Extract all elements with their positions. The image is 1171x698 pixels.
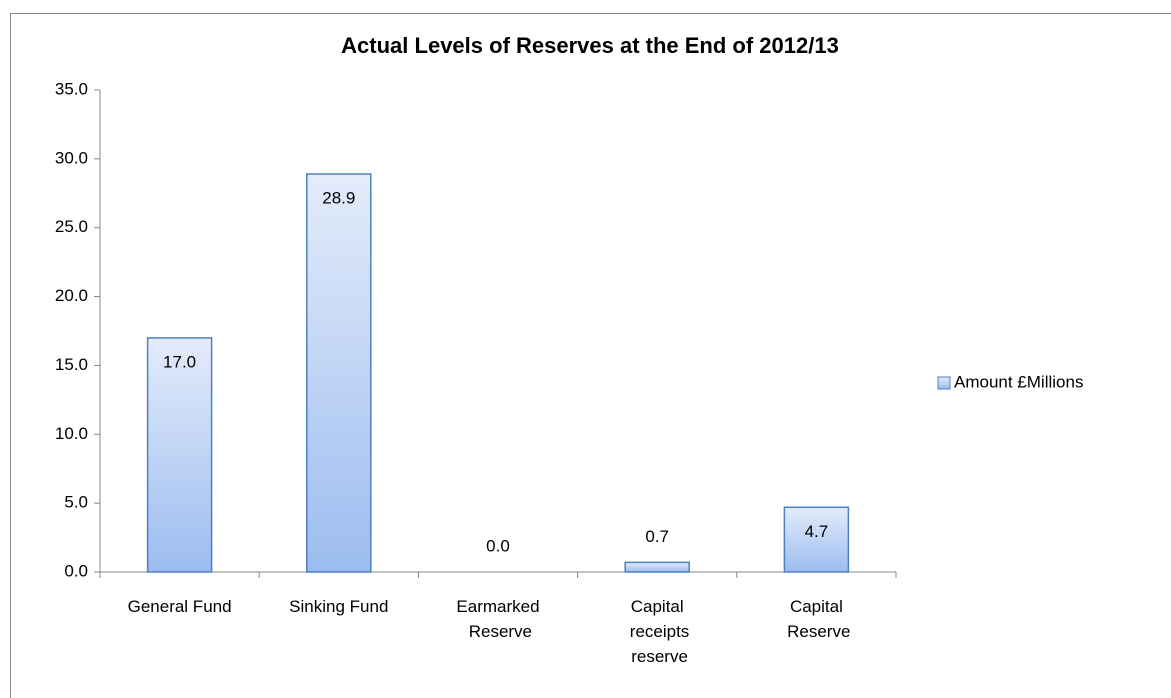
bar [624,561,690,573]
x-tick-label: Capital Reserve [782,597,850,641]
y-tick-label: 35.0 [55,79,88,98]
y-tick-label: 5.0 [64,493,88,512]
chart-title: Actual Levels of Reserves at the End of … [341,33,839,58]
data-label: 0.7 [645,527,669,546]
x-tick-label: General Fund [128,597,232,616]
data-label: 4.7 [805,522,829,541]
bar [783,506,850,573]
bar [306,173,372,573]
data-label: 17.0 [163,352,196,371]
data-label: 0.0 [486,536,510,555]
data-label: 28.9 [322,188,355,207]
x-tick-label: Capital receipts reserve [625,597,689,666]
x-tick-label: Sinking Fund [289,597,388,616]
y-tick-label: 15.0 [55,355,88,374]
y-tick-label: 20.0 [55,286,88,305]
bar [146,337,213,573]
y-tick-label: 30.0 [55,148,88,167]
y-tick-label: 10.0 [55,424,88,443]
legend-swatch [937,376,951,390]
y-tick-label: 25.0 [55,217,88,236]
x-tick-label: Earmarked Reserve [456,597,539,641]
legend-label: Amount £Millions [954,372,1083,391]
y-tick-label: 0.0 [64,561,88,580]
